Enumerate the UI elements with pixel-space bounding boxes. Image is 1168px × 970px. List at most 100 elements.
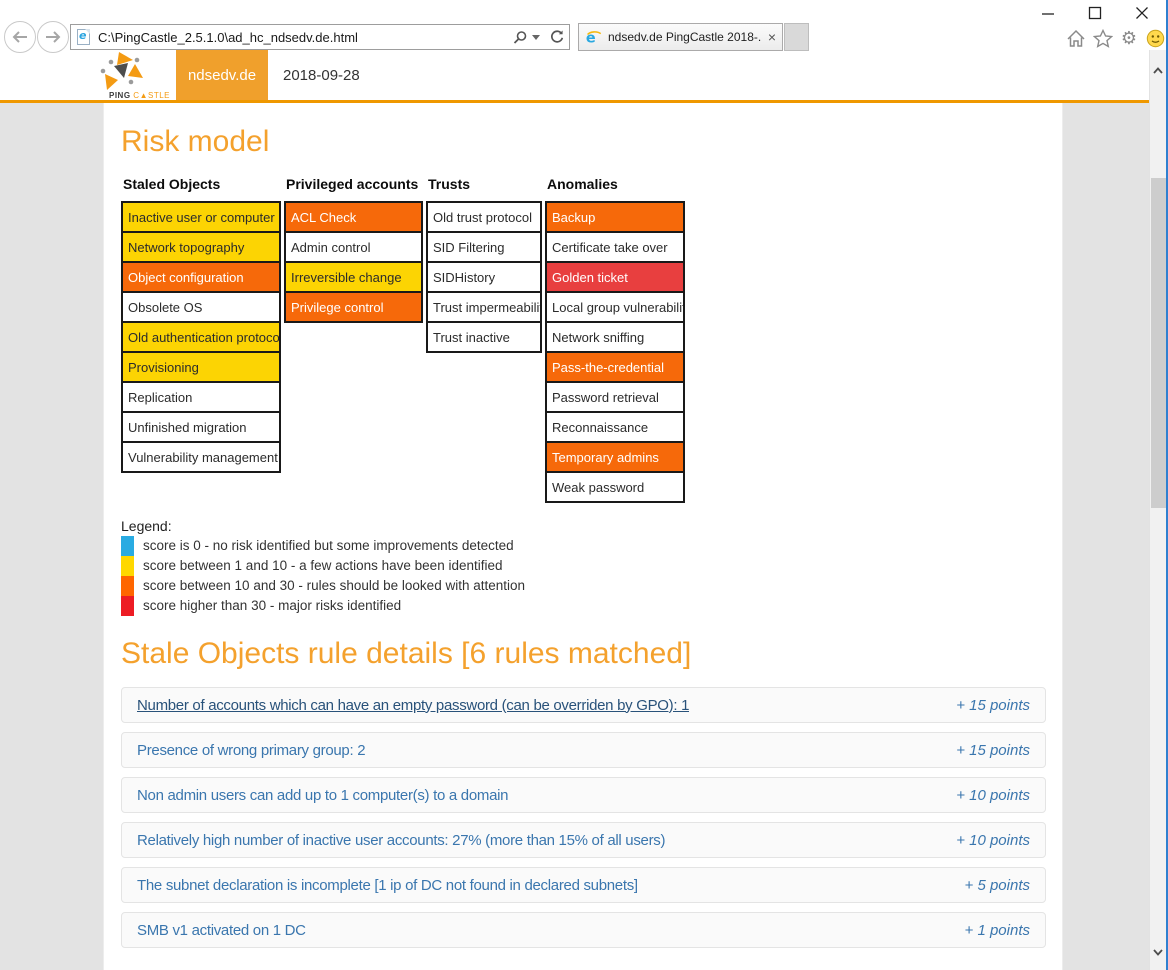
risk-category-header: Privileged accounts	[286, 176, 419, 192]
risk-category-column: Staled Objects Inactive user or computer…	[121, 176, 281, 503]
close-icon	[1135, 6, 1149, 20]
rule-points: + 10 points	[956, 786, 1030, 804]
risk-rule-cell: Privilege control	[284, 291, 423, 323]
legend-item-text: score higher than 30 - major risks ident…	[143, 598, 402, 613]
risk-model-table: Staled Objects Inactive user or computer…	[121, 176, 1046, 503]
risk-rule-cell: Backup	[545, 201, 685, 233]
search-icon[interactable]	[513, 30, 528, 45]
risk-grid: Backup Certificate take over Golden tick…	[545, 201, 685, 503]
browser-chrome: C:\PingCastle_2.5.1.0\ad_hc_ndsedv.de.ht…	[0, 0, 1167, 53]
refresh-icon[interactable]	[549, 29, 565, 45]
risk-grid: Inactive user or computer Network topogr…	[121, 201, 281, 473]
legend-item-text: score between 1 and 10 - a few actions h…	[143, 558, 503, 573]
legend-item-text: score between 10 and 30 - rules should b…	[143, 578, 526, 593]
risk-rule-cell: SIDHistory	[426, 261, 542, 293]
legend-item: score is 0 - no risk identified but some…	[121, 536, 1046, 556]
feedback-button[interactable]	[1143, 27, 1167, 49]
risk-rule-cell: Password retrieval	[545, 381, 685, 413]
rule-panel[interactable]: Non admin users can add up to 1 computer…	[121, 777, 1046, 813]
legend-item: score higher than 30 - major risks ident…	[121, 596, 1046, 616]
rule-title-link[interactable]: Non admin users can add up to 1 computer…	[137, 786, 509, 804]
risk-rule-cell: Trust inactive	[426, 321, 542, 353]
risk-rule-cell: Old trust protocol	[426, 201, 542, 233]
legend-item: score between 1 and 10 - a few actions h…	[121, 556, 1046, 576]
tab-close-icon[interactable]: ×	[767, 29, 776, 45]
settings-button[interactable]: ⚙	[1117, 27, 1141, 49]
rule-title-link[interactable]: The subnet declaration is incomplete [1 …	[137, 876, 638, 894]
risk-rule-cell: Network sniffing	[545, 321, 685, 353]
rule-points: + 15 points	[956, 696, 1030, 714]
address-bar[interactable]: C:\PingCastle_2.5.1.0\ad_hc_ndsedv.de.ht…	[70, 24, 570, 50]
scroll-up-icon[interactable]	[1150, 62, 1166, 78]
risk-rule-cell: Certificate take over	[545, 231, 685, 263]
smiley-icon	[1146, 29, 1165, 48]
rule-panel[interactable]: SMB v1 activated on 1 DC + 1 points	[121, 912, 1046, 948]
risk-rule-cell: Replication	[121, 381, 281, 413]
risk-rule-cell: Weak password	[545, 471, 685, 503]
report-content: Risk model Staled Objects Inactive user …	[103, 103, 1063, 970]
back-arrow-icon	[11, 30, 29, 44]
legend-color-swatch	[121, 536, 134, 556]
back-button[interactable]	[4, 21, 36, 53]
risk-rule-cell: Network topography	[121, 231, 281, 263]
rule-panel[interactable]: Relatively high number of inactive user …	[121, 822, 1046, 858]
window-maximize-button[interactable]	[1083, 3, 1107, 23]
tab-title: ndsedv.de PingCastle 2018-...	[608, 30, 762, 44]
pingcastle-logo: PING C▲STLE	[97, 52, 170, 100]
scroll-down-icon[interactable]	[1150, 944, 1166, 960]
rule-title-link[interactable]: Number of accounts which can have an emp…	[137, 696, 690, 714]
rule-points: + 15 points	[956, 741, 1030, 759]
search-options-caret-icon[interactable]	[532, 34, 540, 40]
rule-panel[interactable]: Presence of wrong primary group: 2 + 15 …	[121, 732, 1046, 768]
scrollbar-thumb[interactable]	[1151, 178, 1166, 508]
report-header: PING C▲STLE ndsedv.de 2018-09-28	[0, 50, 1149, 103]
risk-rule-cell: Provisioning	[121, 351, 281, 383]
risk-category-header: Anomalies	[547, 176, 618, 192]
legend-color-swatch	[121, 596, 134, 616]
vertical-scrollbar[interactable]	[1149, 50, 1166, 970]
forward-button[interactable]	[37, 21, 69, 53]
legend-label: Legend:	[121, 518, 172, 534]
legend-color-swatch	[121, 576, 134, 596]
nav-domain-tab[interactable]: ndsedv.de	[176, 50, 268, 100]
favorites-button[interactable]	[1091, 27, 1115, 49]
legend-item-text: score is 0 - no risk identified but some…	[143, 538, 514, 553]
risk-rule-cell: Vulnerability management	[121, 441, 281, 473]
risk-model-title: Risk model	[121, 125, 270, 158]
nav-date-label: 2018-09-28	[283, 66, 360, 84]
forward-arrow-icon	[44, 30, 62, 44]
risk-category-column: Anomalies Backup Certificate take over G…	[545, 176, 685, 503]
home-button[interactable]	[1064, 27, 1088, 49]
risk-rule-cell: Temporary admins	[545, 441, 685, 473]
star-icon	[1093, 28, 1113, 48]
svg-text:e: e	[586, 30, 596, 45]
risk-grid: Old trust protocol SID Filtering SIDHist…	[426, 201, 542, 353]
score-legend: Legend: score is 0 - no risk identified …	[121, 518, 1046, 616]
risk-rule-cell: Obsolete OS	[121, 291, 281, 323]
rule-panel[interactable]: Number of accounts which can have an emp…	[121, 687, 1046, 723]
gear-icon: ⚙	[1120, 27, 1138, 49]
report-page: PING C▲STLE ndsedv.de 2018-09-28 Risk mo…	[0, 50, 1149, 970]
risk-grid: ACL Check Admin control Irreversible cha…	[284, 201, 423, 323]
rule-title-link[interactable]: SMB v1 activated on 1 DC	[137, 921, 306, 939]
rule-title-link[interactable]: Relatively high number of inactive user …	[137, 831, 666, 849]
risk-rule-cell: Local group vulnerability	[545, 291, 685, 323]
stale-rules-title: Stale Objects rule details [6 rules matc…	[121, 637, 692, 670]
legend-color-swatch	[121, 556, 134, 576]
report-nav: ndsedv.de 2018-09-28	[176, 50, 375, 100]
new-tab-button[interactable]	[784, 23, 809, 51]
rule-title-link[interactable]: Presence of wrong primary group: 2	[137, 741, 366, 759]
legend-item: score between 10 and 30 - rules should b…	[121, 576, 1046, 596]
risk-rule-cell: ACL Check	[284, 201, 423, 233]
window-close-button[interactable]	[1130, 3, 1154, 23]
risk-rule-cell: Unfinished migration	[121, 411, 281, 443]
browser-tab[interactable]: e ndsedv.de PingCastle 2018-... ×	[578, 23, 783, 51]
risk-rule-cell: Old authentication protocols	[121, 321, 281, 353]
rule-panel[interactable]: The subnet declaration is incomplete [1 …	[121, 867, 1046, 903]
window-minimize-button[interactable]	[1036, 3, 1060, 23]
legend-items: score is 0 - no risk identified but some…	[121, 536, 1046, 616]
risk-rule-cell: Pass-the-credential	[545, 351, 685, 383]
risk-category-column: Trusts Old trust protocol SID Filtering …	[426, 176, 542, 503]
stale-rules-list: Number of accounts which can have an emp…	[121, 687, 1046, 948]
risk-rule-cell: Reconnaissance	[545, 411, 685, 443]
